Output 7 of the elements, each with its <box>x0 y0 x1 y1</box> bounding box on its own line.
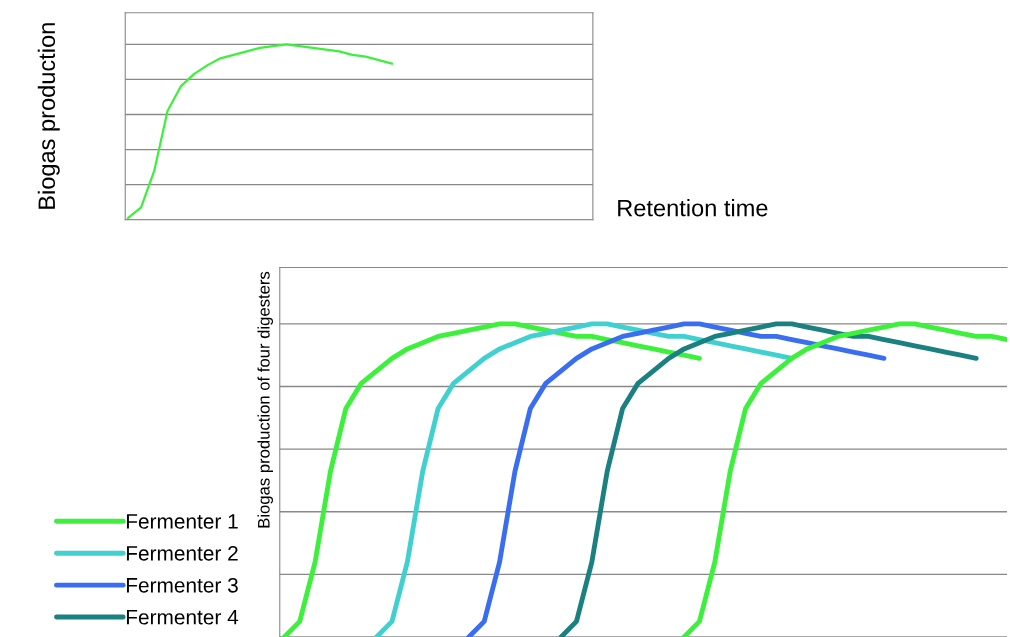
y-axis-title: Biogas production of four digesters <box>257 271 273 528</box>
legend-label: Fermenter 3 <box>126 577 238 593</box>
x-axis-title: Retention time <box>618 199 768 217</box>
y-axis-title: Biogas production <box>37 23 60 209</box>
legend-label: Fermenter 2 <box>126 545 238 561</box>
legend-label: Fermenter 4 <box>126 610 239 625</box>
legend-label: Fermenter 1 <box>126 514 238 529</box>
